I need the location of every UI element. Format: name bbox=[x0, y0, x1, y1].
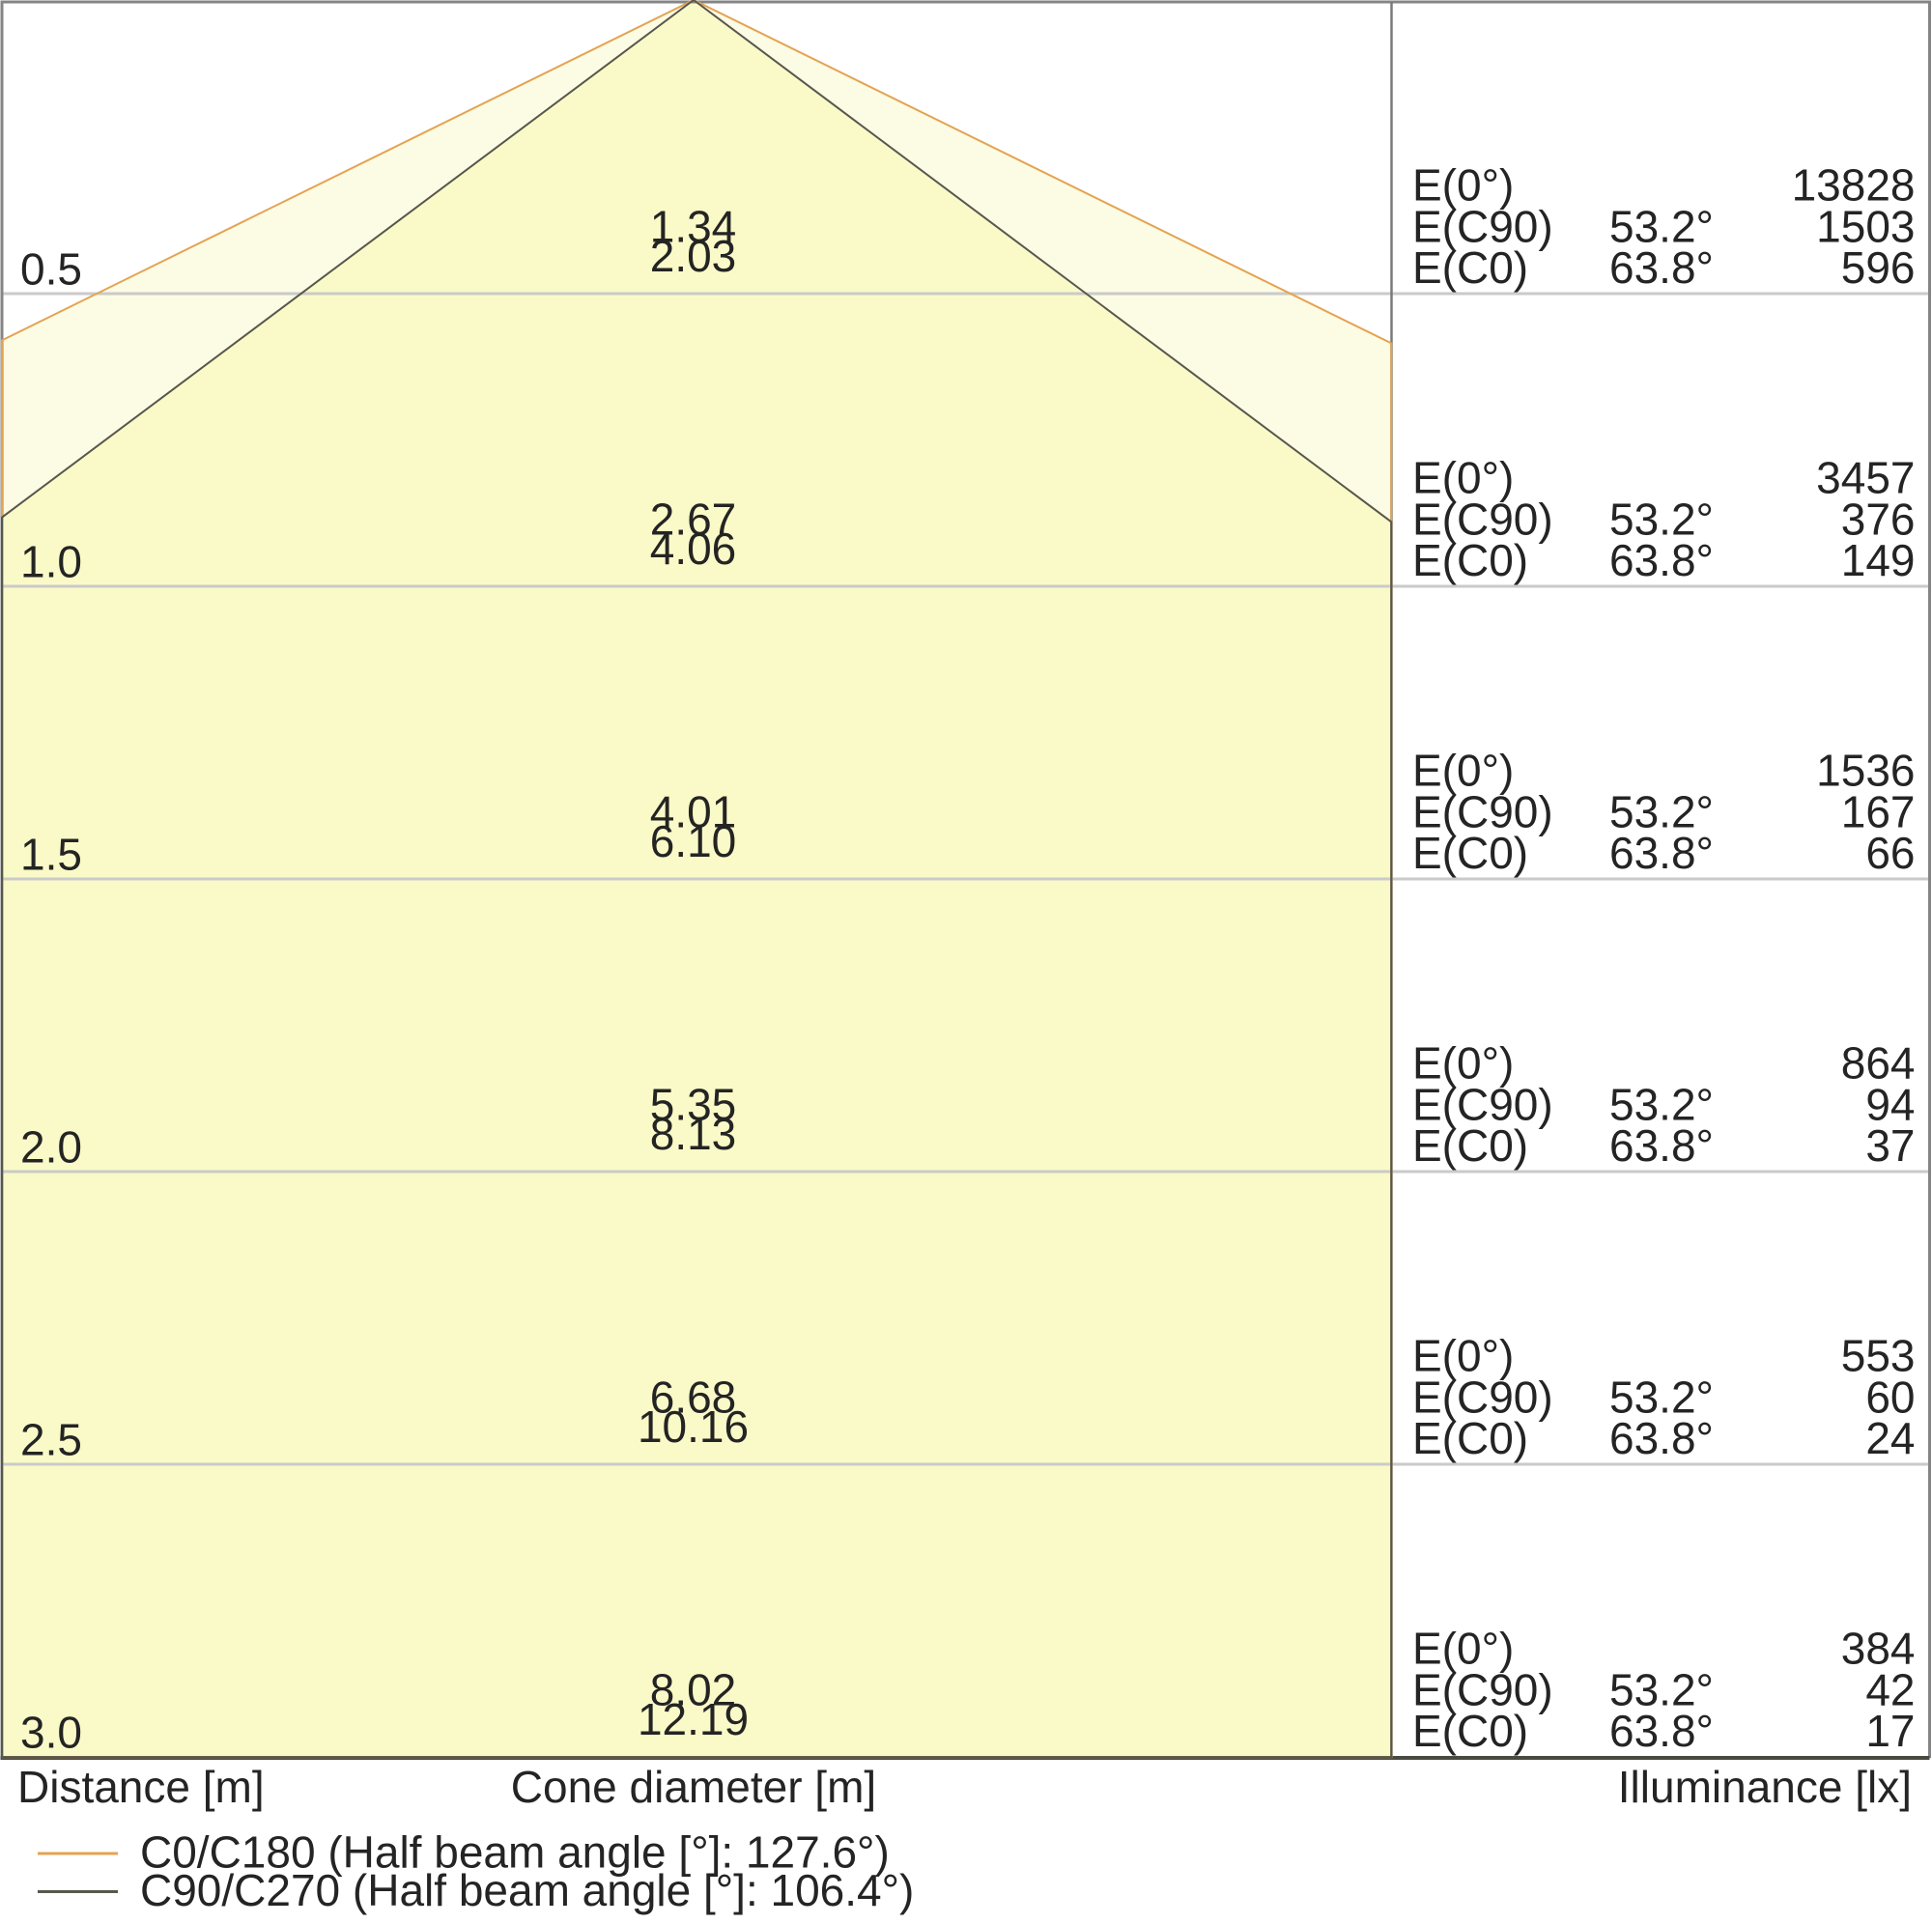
svg-text:8.13: 8.13 bbox=[650, 1109, 737, 1159]
svg-text:60: 60 bbox=[1865, 1372, 1915, 1423]
svg-text:1.5: 1.5 bbox=[20, 830, 82, 880]
svg-text:C90/C270 (Half beam angle [°]:: C90/C270 (Half beam angle [°]: 106.4°) bbox=[140, 1865, 914, 1915]
svg-text:53.2°: 53.2° bbox=[1609, 1372, 1714, 1423]
svg-text:E(C0): E(C0) bbox=[1412, 828, 1528, 878]
svg-text:E(C90): E(C90) bbox=[1412, 1080, 1553, 1130]
svg-text:53.2°: 53.2° bbox=[1609, 202, 1714, 252]
svg-text:E(C0): E(C0) bbox=[1412, 1120, 1528, 1171]
svg-text:384: 384 bbox=[1841, 1624, 1916, 1674]
svg-text:0.5: 0.5 bbox=[20, 244, 82, 295]
svg-text:2.67: 2.67 bbox=[650, 495, 737, 545]
svg-text:5.35: 5.35 bbox=[650, 1080, 737, 1130]
svg-text:864: 864 bbox=[1841, 1038, 1916, 1089]
svg-text:E(C0): E(C0) bbox=[1412, 535, 1528, 585]
svg-text:167: 167 bbox=[1841, 787, 1916, 837]
svg-text:553: 553 bbox=[1841, 1331, 1916, 1381]
svg-text:Cone diameter [m]: Cone diameter [m] bbox=[511, 1762, 876, 1812]
svg-text:8.02: 8.02 bbox=[650, 1665, 737, 1715]
svg-text:1536: 1536 bbox=[1816, 746, 1915, 796]
svg-text:2.03: 2.03 bbox=[650, 231, 737, 281]
svg-text:E(C90): E(C90) bbox=[1412, 1665, 1553, 1715]
svg-text:53.2°: 53.2° bbox=[1609, 1665, 1714, 1715]
svg-text:376: 376 bbox=[1841, 495, 1916, 545]
svg-text:24: 24 bbox=[1865, 1413, 1915, 1463]
svg-text:3.0: 3.0 bbox=[20, 1708, 82, 1758]
svg-text:63.8°: 63.8° bbox=[1609, 828, 1714, 878]
svg-text:63.8°: 63.8° bbox=[1609, 1706, 1714, 1756]
svg-text:42: 42 bbox=[1865, 1665, 1915, 1715]
svg-text:53.2°: 53.2° bbox=[1609, 495, 1714, 545]
svg-text:E(0°): E(0°) bbox=[1412, 453, 1514, 503]
svg-text:66: 66 bbox=[1865, 828, 1915, 878]
svg-text:37: 37 bbox=[1865, 1120, 1915, 1171]
svg-text:17: 17 bbox=[1865, 1706, 1915, 1756]
svg-text:10.16: 10.16 bbox=[638, 1401, 749, 1452]
svg-text:149: 149 bbox=[1841, 535, 1916, 585]
svg-text:6.68: 6.68 bbox=[650, 1372, 737, 1423]
svg-text:E(0°): E(0°) bbox=[1412, 1624, 1514, 1674]
svg-text:6.10: 6.10 bbox=[650, 816, 737, 866]
svg-text:C0/C180 (Half beam angle [°]:: C0/C180 (Half beam angle [°]: 127.6°) bbox=[140, 1827, 890, 1878]
svg-text:3457: 3457 bbox=[1816, 453, 1915, 503]
svg-text:E(C0): E(C0) bbox=[1412, 1706, 1528, 1756]
svg-text:E(C0): E(C0) bbox=[1412, 1413, 1528, 1463]
svg-text:63.8°: 63.8° bbox=[1609, 1413, 1714, 1463]
svg-text:E(C90): E(C90) bbox=[1412, 495, 1553, 545]
svg-text:596: 596 bbox=[1841, 242, 1916, 293]
svg-text:94: 94 bbox=[1865, 1080, 1915, 1130]
svg-text:53.2°: 53.2° bbox=[1609, 1080, 1714, 1130]
svg-text:13828: 13828 bbox=[1792, 160, 1916, 211]
svg-text:53.2°: 53.2° bbox=[1609, 787, 1714, 837]
svg-text:2.5: 2.5 bbox=[20, 1415, 82, 1465]
svg-text:E(0°): E(0°) bbox=[1412, 1038, 1514, 1089]
svg-text:E(C90): E(C90) bbox=[1412, 1372, 1553, 1423]
svg-text:E(0°): E(0°) bbox=[1412, 160, 1514, 211]
svg-text:E(0°): E(0°) bbox=[1412, 1331, 1514, 1381]
svg-text:4.01: 4.01 bbox=[650, 787, 737, 837]
svg-text:E(C0): E(C0) bbox=[1412, 242, 1528, 293]
svg-text:E(C90): E(C90) bbox=[1412, 202, 1553, 252]
svg-text:12.19: 12.19 bbox=[638, 1694, 749, 1744]
svg-text:Distance [m]: Distance [m] bbox=[17, 1762, 265, 1812]
svg-text:Illuminance [lx]: Illuminance [lx] bbox=[1618, 1762, 1912, 1812]
svg-text:63.8°: 63.8° bbox=[1609, 242, 1714, 293]
svg-text:63.8°: 63.8° bbox=[1609, 1120, 1714, 1171]
svg-text:1503: 1503 bbox=[1816, 202, 1915, 252]
svg-text:1.0: 1.0 bbox=[20, 537, 82, 587]
svg-text:E(0°): E(0°) bbox=[1412, 746, 1514, 796]
svg-text:63.8°: 63.8° bbox=[1609, 535, 1714, 585]
svg-text:2.0: 2.0 bbox=[20, 1122, 82, 1173]
svg-text:E(C90): E(C90) bbox=[1412, 787, 1553, 837]
svg-text:4.06: 4.06 bbox=[650, 523, 737, 574]
svg-text:1.34: 1.34 bbox=[650, 202, 737, 252]
